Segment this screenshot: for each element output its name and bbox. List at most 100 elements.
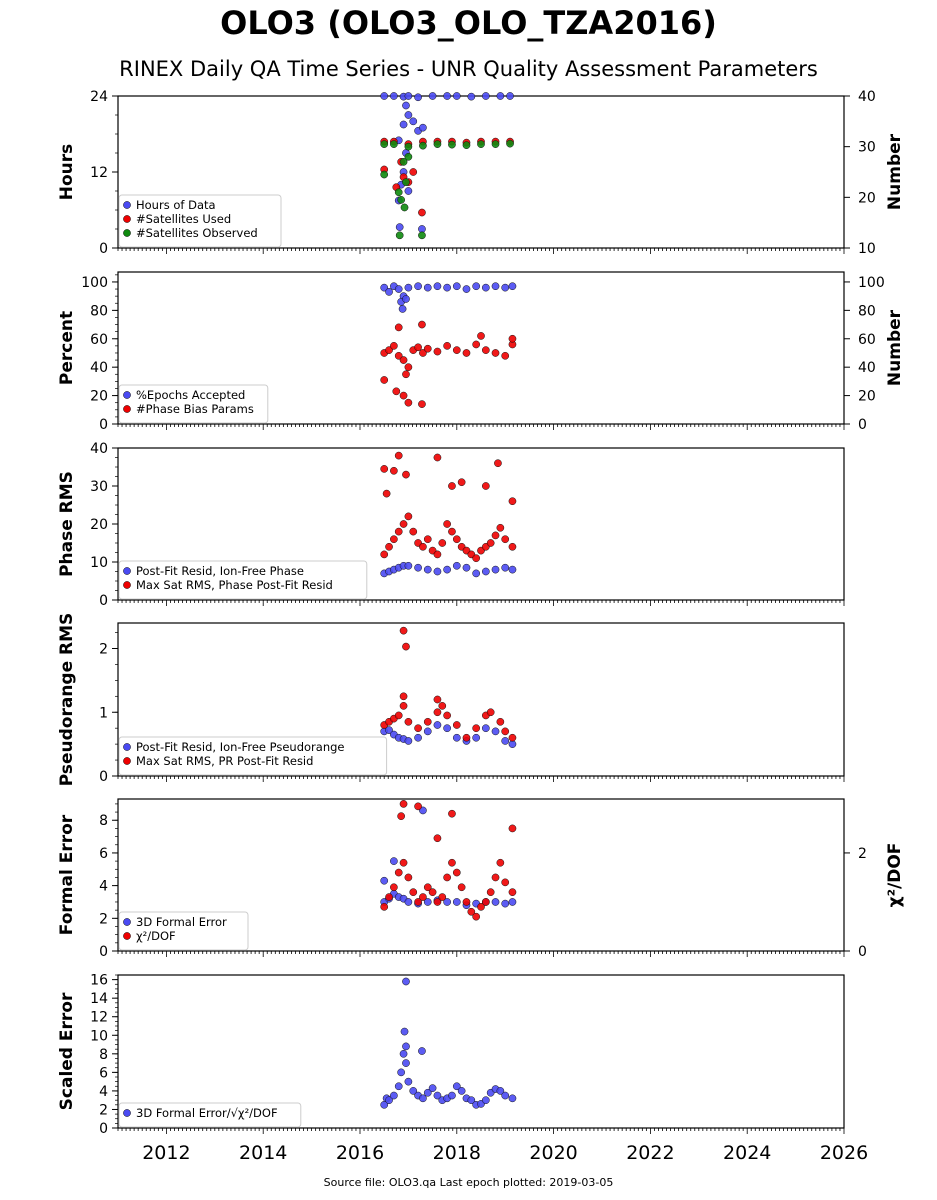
legend-label: #Satellites Used [136,212,231,226]
data-point-red [508,888,517,897]
data-point-blue [481,1096,490,1105]
data-point-red [443,520,451,528]
data-point-red [414,724,422,733]
y-axis-label: Scaled Error [57,992,77,1110]
legend-label: 3D Formal Error [136,915,227,929]
data-point-red [486,888,495,897]
data-point-red [385,346,393,354]
data-point-red [399,800,408,808]
data-point-blue [390,1091,398,1100]
data-point-blue [385,1096,393,1105]
data-point-blue [472,569,481,578]
data-point-blue [414,282,422,291]
y-right-tick-label: 40 [858,89,876,105]
data-point-red [399,356,408,364]
data-point-blue [402,977,410,986]
data-point-green [477,140,485,148]
data-point-red [419,349,427,357]
legend-marker [123,1109,131,1117]
y-tick-label: 14 [90,991,108,1007]
y-tick-label: 8 [99,813,108,829]
data-point-blue [404,283,413,292]
legend-label: %Epochs Accepted [136,388,245,402]
y-tick-label: 40 [90,360,108,376]
data-point-red [380,465,389,473]
y-axis-right-label: Number [885,309,905,386]
legend-marker [123,567,131,575]
data-point-red [438,893,447,901]
data-point-blue [409,117,418,126]
data-point-red [394,351,403,360]
data-point-red [414,898,422,906]
data-point-red [448,482,456,490]
legend-label: 3D Formal Error/√χ²/DOF [136,1106,278,1120]
data-point-blue [443,565,451,574]
y-right-tick-label: 2 [858,846,867,862]
data-point-red [448,858,456,867]
data-point-blue [491,565,500,574]
data-point-red [433,550,442,559]
data-point-blue [380,876,389,885]
data-point-red [399,520,408,528]
data-point-red [501,351,510,360]
data-point-red [491,531,500,540]
legend-label: Max Sat RMS, PR Post-Fit Resid [136,754,313,768]
legend-marker [123,757,131,765]
data-point-red [404,363,413,372]
data-point-blue [491,898,500,906]
y-axis-label: Percent [57,311,77,385]
data-point-blue [398,305,407,313]
data-point-red [428,888,437,897]
data-point-blue [481,724,490,733]
legend-label: Max Sat RMS, Phase Post-Fit Resid [136,578,333,592]
data-point-blue [414,733,422,742]
data-point-blue [390,92,398,100]
y-right-tick-label: 80 [858,303,876,319]
y-right-tick-label: 40 [858,360,876,376]
data-point-red [390,535,398,544]
data-point-blue [452,898,461,906]
legend-label: Post-Fit Resid, Ion-Free Pseudorange [136,740,344,754]
y-right-tick-label: 10 [858,241,876,257]
data-point-blue [385,288,393,296]
data-point-red [409,888,418,897]
data-point-blue [452,282,461,291]
data-point-blue [443,724,451,733]
data-point-blue [394,285,403,293]
y-tick-label: 100 [81,275,108,291]
source-footer: Source file: OLO3.qa Last epoch plotted:… [323,1176,614,1189]
data-point-red [385,893,393,901]
data-point-blue [423,283,432,292]
data-point-red [443,711,451,720]
data-point-blue [404,187,413,195]
y-axis-right-label: Number [885,133,905,210]
data-point-blue [385,726,393,734]
panel-percent: 0 20 40 60 80 100 0 20 40 60 80 100 Percent Number %Ep… [57,271,905,433]
y-right-tick-label: 100 [858,275,885,291]
data-point-red [443,873,451,882]
data-point-green [397,196,405,204]
data-point-red [477,332,485,340]
legend-marker [123,215,131,223]
y-right-tick-label: 0 [858,417,867,433]
data-point-blue [433,1091,442,1100]
data-point-red [433,695,442,704]
y-right-tick-label: 20 [858,190,876,206]
panel-phase: 0 10 20 30 40 Phase RMS Post-Fit Resid, Ion-Fr… [57,441,845,609]
data-point-blue [506,92,514,100]
data-point-red [418,208,426,217]
data-point-blue [390,857,398,865]
data-point-red [390,342,398,350]
data-point-red [382,489,391,498]
data-point-blue [402,295,410,303]
data-point-red [467,907,476,916]
data-point-red [433,834,442,843]
y-tick-label: 30 [90,479,108,495]
data-point-red [394,868,403,877]
data-point-red [443,342,451,350]
data-point-green [462,141,471,149]
data-point-red [501,878,510,887]
y-tick-label: 20 [90,389,108,405]
data-point-green [418,231,426,240]
